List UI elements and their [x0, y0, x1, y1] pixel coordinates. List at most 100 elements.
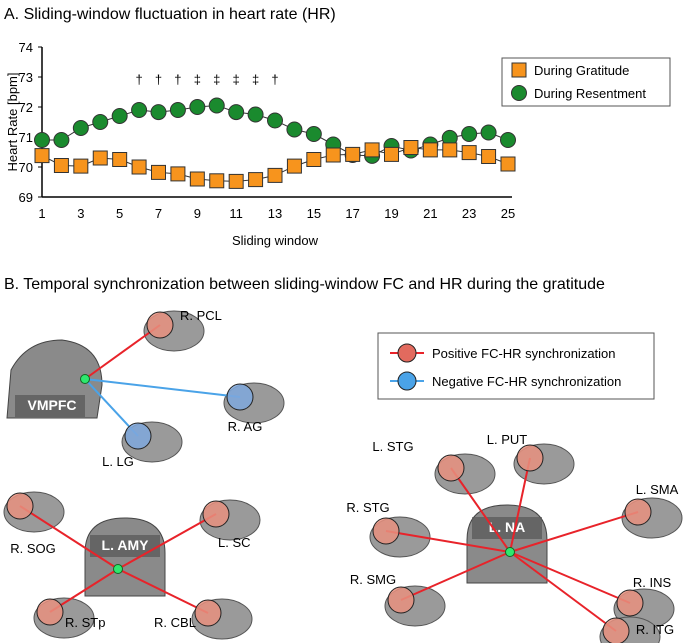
gratitude-point — [403, 140, 419, 155]
resentment-point — [92, 114, 109, 130]
connection-line — [84, 378, 241, 398]
target-region-circle — [124, 422, 152, 450]
x-tick-label: 17 — [345, 206, 359, 221]
legend-resentment: During Resentment — [534, 86, 646, 101]
chart-legend-box — [501, 57, 671, 107]
target-label: R. SOG — [10, 541, 56, 556]
x-tick-label: 1 — [38, 206, 45, 221]
resentment-point — [500, 132, 516, 148]
y-tick-label: 70 — [19, 160, 33, 175]
positive-node-icon — [397, 343, 417, 363]
significance-marker: ‡ — [233, 72, 240, 87]
gratitude-point — [209, 173, 225, 189]
resentment-point — [305, 126, 322, 142]
connection-line — [509, 551, 617, 632]
x-tick-label: 7 — [155, 206, 162, 221]
target-label: L. STG — [372, 439, 413, 454]
gratitude-point — [53, 158, 69, 173]
gratitude-point — [461, 145, 477, 161]
resentment-point — [480, 124, 497, 141]
seed-label: L. AMY — [102, 537, 150, 553]
connection-line — [400, 551, 511, 601]
target-label: R. STp — [65, 615, 105, 630]
significance-marker: † — [271, 72, 278, 87]
network-l-amy: L. AMY R. SOG L. SC R. STp R. CBL — [3, 491, 261, 640]
negative-node-icon — [397, 371, 417, 391]
resentment-point — [111, 108, 128, 124]
gratitude-point — [73, 158, 89, 174]
x-tick-label: 23 — [462, 206, 476, 221]
target-region-circle — [194, 599, 222, 627]
x-tick-label: 25 — [501, 206, 515, 221]
target-region-circle — [6, 492, 34, 520]
gratitude-point — [34, 148, 50, 164]
target-label: R. SMG — [350, 572, 396, 587]
connection-line — [509, 457, 531, 553]
target-region-circle — [202, 500, 230, 528]
resentment-point — [150, 104, 167, 121]
gratitude-point — [267, 167, 283, 183]
resentment-point — [131, 102, 148, 118]
target-label: R. AG — [228, 419, 263, 434]
resentment-point — [267, 112, 283, 129]
negative-legend-label: Negative FC-HR synchronization — [432, 374, 621, 389]
resentment-point — [461, 126, 478, 142]
gratitude-point — [131, 159, 147, 175]
seed-node — [113, 564, 123, 574]
y-tick-label: 69 — [19, 190, 33, 205]
target-label: R. ITG — [636, 622, 674, 637]
target-region-circle — [372, 517, 400, 545]
gratitude-point — [92, 150, 108, 166]
y-tick-label: 72 — [19, 100, 33, 115]
gratitude-point — [422, 142, 438, 158]
x-tick-label: 9 — [194, 206, 201, 221]
networks: VMPFC R. PCL R. AG L. LG L. AMY R. SOG L. SC R.… — [3, 308, 683, 643]
gratitude-point — [345, 146, 361, 162]
connection-line — [117, 513, 217, 570]
seed-node — [80, 374, 90, 384]
target-label: R. INS — [633, 575, 672, 590]
target-label: L. PUT — [487, 432, 528, 447]
target-region-circle — [516, 444, 544, 472]
x-axis-label: Sliding window — [232, 233, 319, 248]
x-tick-label: 15 — [307, 206, 321, 221]
significance-marker: † — [174, 72, 181, 87]
connection-line — [84, 324, 161, 380]
resentment-point — [189, 99, 206, 115]
target-region-circle — [146, 311, 174, 339]
gratitude-point — [189, 171, 205, 187]
y-tick-label: 71 — [19, 130, 33, 145]
connection-line — [19, 505, 119, 570]
gratitude-point — [364, 142, 380, 158]
gratitude-point — [112, 152, 128, 167]
target-region-circle — [616, 589, 644, 617]
gratitude-point — [442, 142, 458, 158]
resentment-point — [247, 106, 264, 123]
resentment-point — [228, 104, 245, 121]
significance-marker: ‡ — [213, 72, 220, 87]
connection-line — [450, 467, 511, 553]
target-region-circle — [437, 454, 465, 482]
gratitude-point — [384, 146, 399, 162]
network-vmpfc: VMPFC R. PCL R. AG L. LG — [6, 308, 285, 469]
target-region-circle — [624, 498, 652, 526]
gratitude-point — [286, 158, 302, 174]
y-tick-label: 73 — [19, 70, 33, 85]
legend-circle-icon — [511, 85, 527, 101]
target-region-circle — [36, 598, 64, 626]
x-tick-label: 13 — [268, 206, 282, 221]
connection-line — [509, 551, 631, 604]
resentment-point — [169, 102, 186, 118]
network-legend: Positive FC-HR synchronization Negative F… — [377, 332, 655, 400]
seed-label-band — [90, 535, 160, 557]
target-label: R. PCL — [180, 308, 222, 323]
resentment-point — [34, 132, 50, 148]
gratitude-point — [170, 166, 186, 182]
gratitude-point — [228, 173, 244, 189]
connection-line — [117, 568, 209, 614]
seed-label-band — [15, 395, 85, 417]
connection-line — [509, 511, 639, 553]
resentment-point — [208, 97, 225, 114]
